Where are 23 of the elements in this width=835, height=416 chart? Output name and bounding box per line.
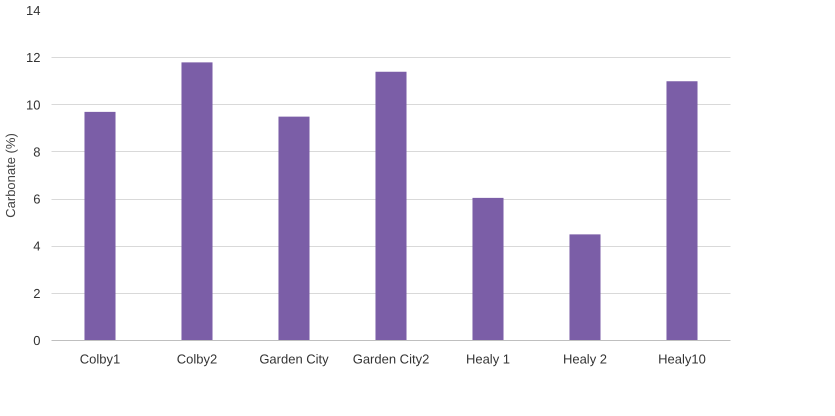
- x-tick-label: Healy10: [658, 352, 706, 366]
- x-tick-label: Colby1: [80, 352, 120, 366]
- x-tick-label: Healy 2: [562, 352, 608, 366]
- x-tick-label: Garden City: [259, 352, 330, 366]
- bar: [472, 198, 504, 340]
- y-tick-label: 0: [33, 333, 41, 348]
- bar: [375, 72, 407, 340]
- y-tick-label: 4: [33, 238, 41, 254]
- y-tick-label: 14: [26, 3, 41, 18]
- bar: [181, 62, 213, 340]
- bar: [278, 116, 310, 340]
- y-tick-label: 8: [33, 144, 41, 160]
- bar: [666, 81, 698, 340]
- y-tick-label: 12: [26, 50, 41, 66]
- y-axis-title: Carbonate (%): [3, 133, 18, 218]
- x-tick-label: Healy 1: [466, 352, 510, 366]
- y-tick-label: 6: [33, 192, 41, 207]
- bar: [569, 234, 601, 340]
- bar: [84, 112, 116, 340]
- x-tick-label: Colby2: [176, 352, 218, 366]
- x-tick-label: Garden City2: [352, 352, 430, 366]
- y-tick-label: 2: [33, 286, 41, 301]
- y-tick-label: 10: [26, 97, 41, 112]
